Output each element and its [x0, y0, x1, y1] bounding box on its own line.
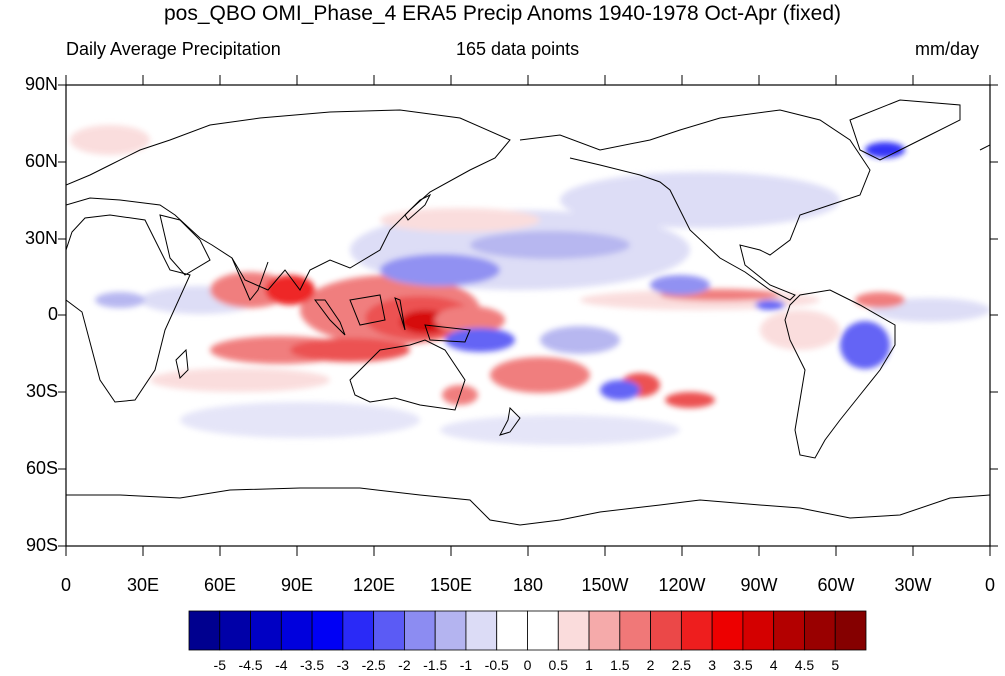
y-tick-label: 0	[47, 304, 58, 324]
colorbar-box	[373, 610, 405, 651]
y-tick-label: 60S	[25, 458, 58, 478]
plot-frame	[65, 84, 991, 547]
colorbar-box	[804, 610, 836, 651]
colorbar-box	[650, 610, 682, 651]
x-tick-label: 0	[984, 575, 995, 595]
subtitle-left: Daily Average Precipitation	[66, 39, 281, 59]
colorbar-box	[588, 610, 621, 651]
colorbar-label: -4.5	[238, 657, 263, 673]
precip-anomaly-field	[70, 125, 990, 445]
y-tick-label: 30N	[24, 228, 58, 248]
colorbar-box	[680, 610, 713, 651]
colorbar-box	[465, 610, 498, 651]
coastlines	[66, 99, 990, 526]
colorbar-box	[527, 610, 559, 651]
colorbar-label: 3	[708, 657, 717, 673]
y-tick-label: 60N	[24, 151, 58, 171]
colorbar-box	[557, 610, 590, 651]
subtitle-center: 165 data points	[456, 39, 580, 59]
x-tick-label: 150W	[581, 575, 629, 595]
colorbar-box	[250, 610, 282, 651]
colorbar-label: -5	[213, 657, 226, 673]
x-tick-label: 60E	[203, 575, 237, 595]
colorbar-label: -1	[459, 657, 473, 673]
y-tick-label: 90S	[25, 535, 58, 555]
colorbar-label: 1	[585, 657, 593, 673]
x-tick-label: 90E	[280, 575, 314, 595]
colorbar-label: 2	[646, 657, 655, 673]
colorbar-box	[496, 610, 528, 651]
colorbar-label: 1.5	[610, 657, 630, 673]
colorbar-label: -4	[275, 657, 288, 673]
colorbar-box	[434, 610, 467, 651]
colorbar-label: 4.5	[794, 657, 815, 673]
x-tick-label: 120W	[658, 575, 706, 595]
colorbar-box	[280, 610, 313, 651]
x-tick-label: 90W	[740, 575, 778, 595]
colorbar-box	[342, 610, 375, 651]
colorbar-label: -0.5	[484, 657, 509, 673]
colorbar-box	[219, 610, 251, 651]
x-tick-label: 30E	[126, 575, 160, 595]
x-tick-label: 0	[60, 575, 71, 595]
y-tick-label: 30S	[25, 381, 58, 401]
colorbar-box	[711, 610, 744, 651]
colorbar-label: 0	[523, 657, 532, 673]
colorbar-label: 2.5	[671, 657, 692, 673]
colorbar-box	[742, 610, 775, 651]
colorbar-box	[311, 610, 344, 651]
x-tick-label: 180	[512, 575, 544, 595]
colorbar-label: -3.5	[300, 657, 325, 673]
x-tick-label: 120E	[352, 575, 396, 595]
colorbar-label: 3.5	[733, 657, 753, 673]
colorbar-label: -2	[398, 657, 411, 673]
subtitle-units: mm/day	[915, 39, 980, 59]
x-tick-label: 60W	[817, 575, 855, 595]
colorbar-box	[834, 610, 867, 651]
colorbar	[188, 610, 867, 651]
colorbar-label: 4	[769, 657, 778, 673]
colorbar-box	[773, 610, 805, 651]
axis-ticks	[58, 75, 998, 556]
colorbar-box	[619, 610, 651, 651]
x-tick-label: 30W	[894, 575, 932, 595]
colorbar-box	[188, 610, 221, 651]
x-tick-label: 150E	[429, 575, 473, 595]
colorbar-label: 5	[831, 657, 840, 673]
map-title: pos_QBO OMI_Phase_4 ERA5 Precip Anoms 19…	[164, 2, 841, 25]
colorbar-label: -2.5	[361, 657, 386, 673]
y-tick-label: 90N	[24, 74, 58, 94]
colorbar-label: -3	[336, 657, 350, 673]
colorbar-box	[404, 610, 436, 651]
colorbar-label: -1.5	[423, 657, 448, 673]
colorbar-label: 0.5	[548, 657, 568, 673]
